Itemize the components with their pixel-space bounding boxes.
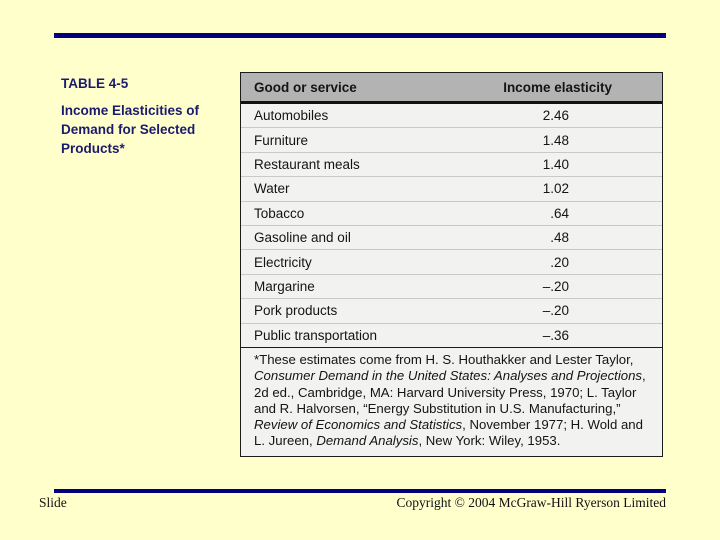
footnote-text: , New York: Wiley, 1953.: [418, 433, 561, 449]
table-row: Restaurant meals 1.40: [241, 151, 662, 176]
cell-good-or-service: Electricity: [254, 254, 312, 270]
table-footnote: *These estimates come from H. S. Houthak…: [241, 346, 662, 456]
cell-good-or-service: Margarine: [254, 278, 315, 294]
table-row: Public transportation –.36: [241, 322, 662, 347]
footnote-text: , 2d ed., Cambridge, MA: Harvard Univers…: [254, 368, 646, 416]
cell-income-elasticity: .20: [550, 254, 569, 270]
table-row: Electricity .20: [241, 249, 662, 273]
table-row: Water 1.02: [241, 176, 662, 200]
cell-income-elasticity: –.20: [542, 278, 569, 294]
table-caption: Income Elasticities of Demand for Select…: [61, 103, 200, 156]
cell-income-elasticity: .48: [550, 230, 569, 246]
cell-good-or-service: Public transportation: [254, 327, 378, 343]
cell-good-or-service: Water: [254, 181, 290, 197]
table-row: Pork products –.20: [241, 298, 662, 322]
cell-good-or-service: Gasoline and oil: [254, 230, 351, 246]
top-rule: [54, 33, 666, 38]
cell-good-or-service: Automobiles: [254, 108, 329, 124]
footer-slide-label: Slide: [39, 495, 67, 510]
cell-good-or-service: Furniture: [254, 132, 309, 148]
cell-income-elasticity: 1.40: [542, 156, 569, 172]
table-body: Automobiles 2.46 Furniture 1.48 Restaurant m…: [241, 104, 662, 347]
table-row: Tobacco .64: [241, 200, 662, 225]
footnote-citation-title: Demand Analysis: [316, 433, 419, 449]
table-header-row: Good or service Income elasticity: [241, 73, 662, 104]
footnote-text: , November 1977; H. Wold and L. Jureen,: [254, 417, 643, 449]
table-number: TABLE 4-5: [61, 76, 129, 91]
cell-income-elasticity: –.20: [542, 303, 569, 319]
column-header-good-or-service: Good or service: [254, 79, 357, 95]
cell-income-elasticity: 1.48: [542, 132, 569, 148]
cell-good-or-service: Tobacco: [254, 205, 305, 221]
elasticity-table: Good or service Income elasticity Automo…: [240, 72, 663, 457]
footer-copyright: Copyright © 2004 McGraw-Hill Ryerson Lim…: [396, 495, 666, 510]
table-row: Automobiles 2.46: [241, 104, 662, 127]
table-row: Margarine –.20: [241, 273, 662, 298]
bottom-rule: [54, 489, 666, 493]
footnote-text: *These estimates come from H. S. Houthak…: [254, 351, 634, 367]
footnote-citation-title: Consumer Demand in the United States: An…: [254, 368, 643, 384]
table-row: Gasoline and oil .48: [241, 224, 662, 249]
table-row: Furniture 1.48: [241, 127, 662, 151]
column-header-income-elasticity: Income elasticity: [503, 79, 612, 95]
cell-good-or-service: Restaurant meals: [254, 156, 360, 172]
cell-good-or-service: Pork products: [254, 303, 338, 319]
cell-income-elasticity: 2.46: [542, 108, 569, 124]
cell-income-elasticity: .64: [550, 205, 569, 221]
table-title-block: TABLE 4-5 Income Elasticities of Demand …: [61, 74, 237, 158]
footnote-citation-title: Review of Economics and Statistics: [254, 417, 463, 433]
cell-income-elasticity: –.36: [542, 327, 569, 343]
cell-income-elasticity: 1.02: [542, 181, 569, 197]
